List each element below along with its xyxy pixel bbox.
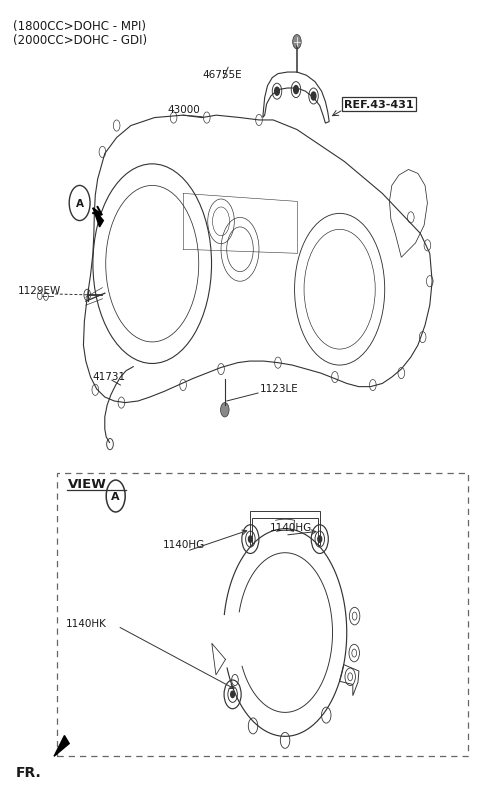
Text: REF.43-431: REF.43-431 [344, 100, 414, 110]
Text: (1800CC>DOHC - MPI): (1800CC>DOHC - MPI) [13, 20, 146, 33]
Circle shape [311, 93, 316, 101]
Text: VIEW: VIEW [68, 478, 107, 491]
Text: 43000: 43000 [168, 105, 201, 115]
Text: A: A [111, 491, 120, 501]
Circle shape [293, 35, 301, 50]
Circle shape [220, 403, 229, 418]
Text: 1129EW: 1129EW [18, 286, 61, 296]
Text: 1140HG: 1140HG [163, 540, 205, 549]
Circle shape [231, 691, 235, 698]
Circle shape [275, 88, 279, 96]
Text: 41731: 41731 [92, 371, 125, 381]
Polygon shape [54, 736, 69, 756]
Polygon shape [93, 209, 103, 228]
Circle shape [318, 536, 322, 543]
Text: 1140HG: 1140HG [269, 523, 312, 532]
Text: FR.: FR. [16, 765, 42, 779]
Circle shape [249, 536, 252, 543]
Text: 46755E: 46755E [202, 70, 241, 79]
Circle shape [294, 87, 299, 95]
Text: (2000CC>DOHC - GDI): (2000CC>DOHC - GDI) [13, 34, 147, 47]
Text: A: A [76, 198, 84, 209]
Text: 1140HK: 1140HK [65, 618, 106, 629]
Text: 1123LE: 1123LE [260, 384, 299, 394]
